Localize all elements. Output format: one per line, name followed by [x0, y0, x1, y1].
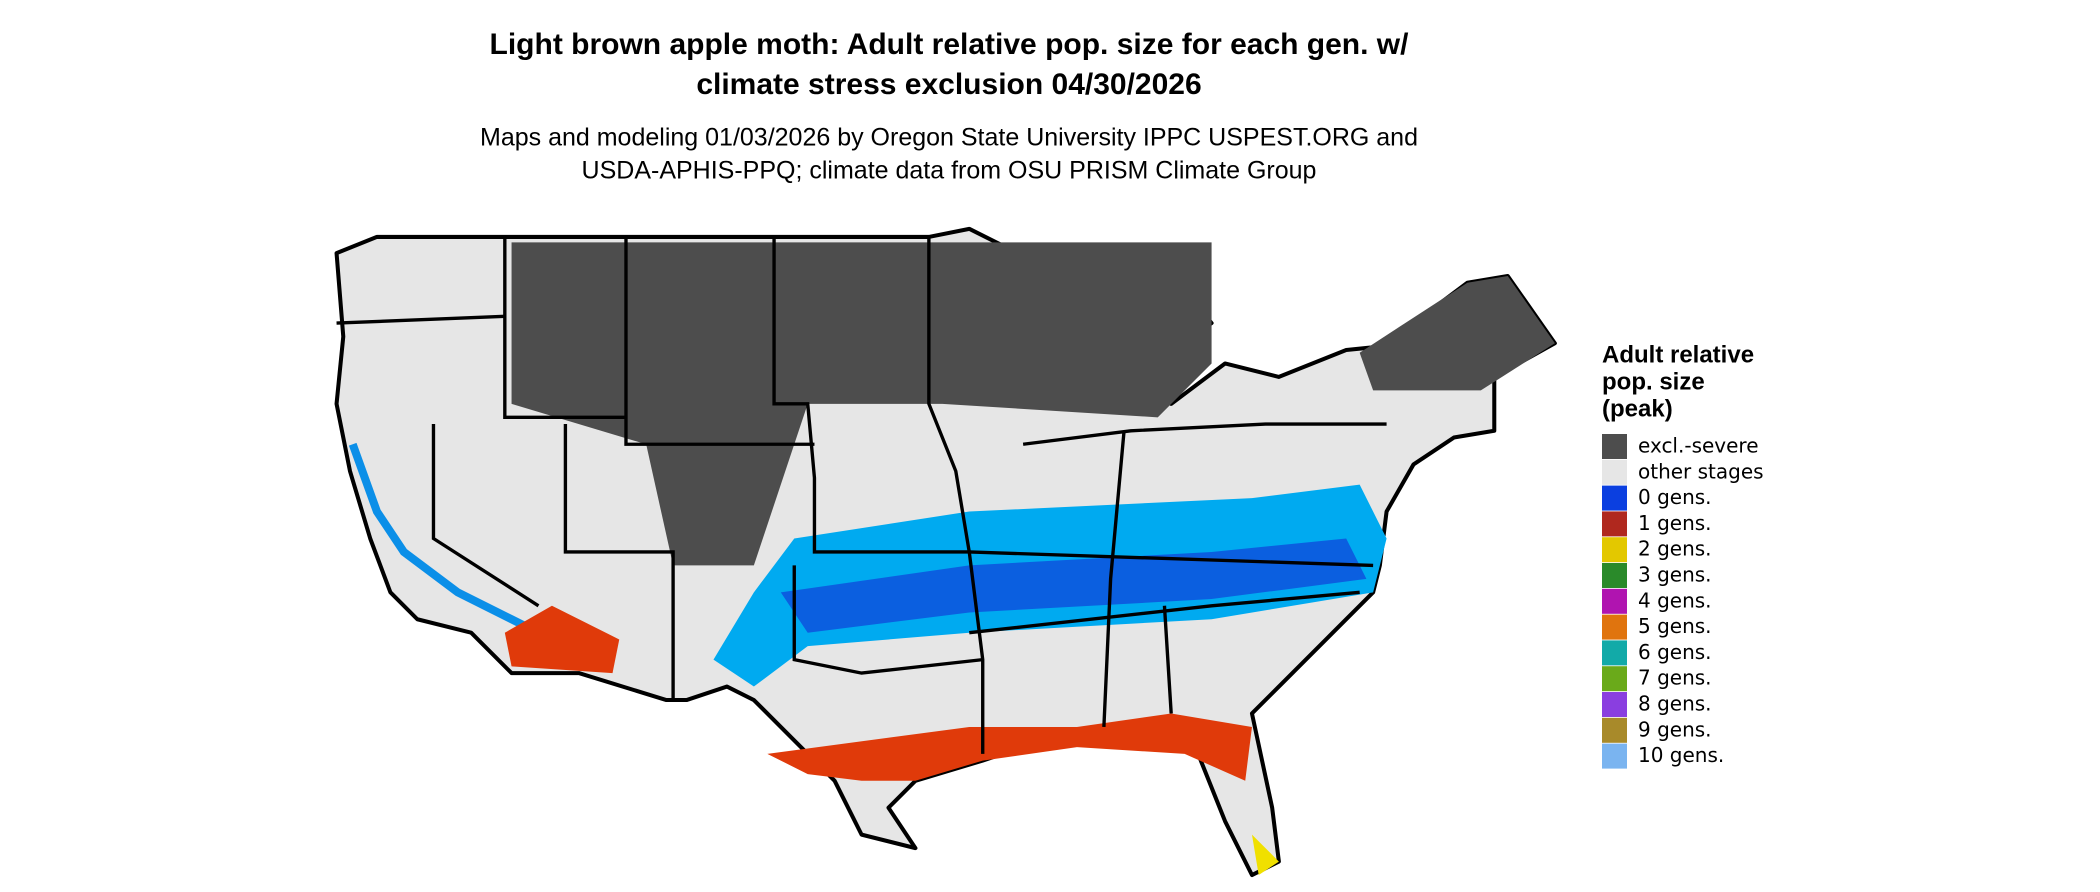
- zero-gen-coast: [348, 442, 541, 637]
- legend-title: pop. size: [1602, 368, 1705, 395]
- two-gen: [1251, 834, 1279, 876]
- legend-swatch: [1602, 666, 1627, 692]
- legend-swatch: [1602, 459, 1627, 485]
- one-gen: [767, 713, 1252, 781]
- legend-label: 3 gens.: [1638, 563, 1712, 587]
- title: climate stress exclusion 04/30/2026: [696, 68, 1201, 101]
- legend-title: Adult relative: [1602, 341, 1754, 368]
- legend-label: 1 gens.: [1638, 511, 1712, 535]
- legend-label: 8 gens.: [1638, 692, 1712, 716]
- excluded-area: [1359, 275, 1555, 391]
- legend-swatch: [1602, 717, 1627, 743]
- legend-label: 5 gens.: [1638, 614, 1712, 638]
- legend-swatch: [1602, 614, 1627, 640]
- zero-gen-dark: [780, 538, 1367, 633]
- legend-swatch: [1602, 640, 1627, 666]
- legend-swatch: [1602, 537, 1627, 563]
- legend-label: 9 gens.: [1638, 717, 1712, 741]
- state-lines: [336, 236, 1387, 754]
- legend-swatch: [1602, 563, 1627, 588]
- legend-swatch: [1602, 743, 1627, 769]
- title: Light brown apple moth: Adult relative p…: [490, 28, 1410, 61]
- legend-label: 10 gens.: [1638, 743, 1724, 767]
- legend-label: excl.-severe: [1638, 434, 1759, 458]
- legend-label: 2 gens.: [1638, 537, 1712, 561]
- legend-swatch: [1602, 588, 1627, 614]
- legend-label: 0 gens.: [1638, 485, 1712, 509]
- legend-swatch: [1602, 434, 1627, 459]
- legend-label: 4 gens.: [1638, 588, 1712, 612]
- legend-label: 6 gens.: [1638, 640, 1712, 664]
- subtitle: USDA-APHIS-PPQ; climate data from OSU PR…: [582, 157, 1317, 185]
- one-gen: [504, 605, 620, 674]
- map: [334, 226, 1557, 878]
- legend-swatch: [1602, 485, 1627, 511]
- legend-swatch: [1602, 692, 1627, 717]
- excluded-area: [511, 242, 1212, 566]
- legend-label: 7 gens.: [1638, 666, 1712, 690]
- legend-title: (peak): [1602, 395, 1673, 422]
- legend-label: other stages: [1638, 459, 1764, 483]
- subtitle: Maps and modeling 01/03/2026 by Oregon S…: [480, 124, 1418, 152]
- legend-swatch: [1602, 511, 1627, 537]
